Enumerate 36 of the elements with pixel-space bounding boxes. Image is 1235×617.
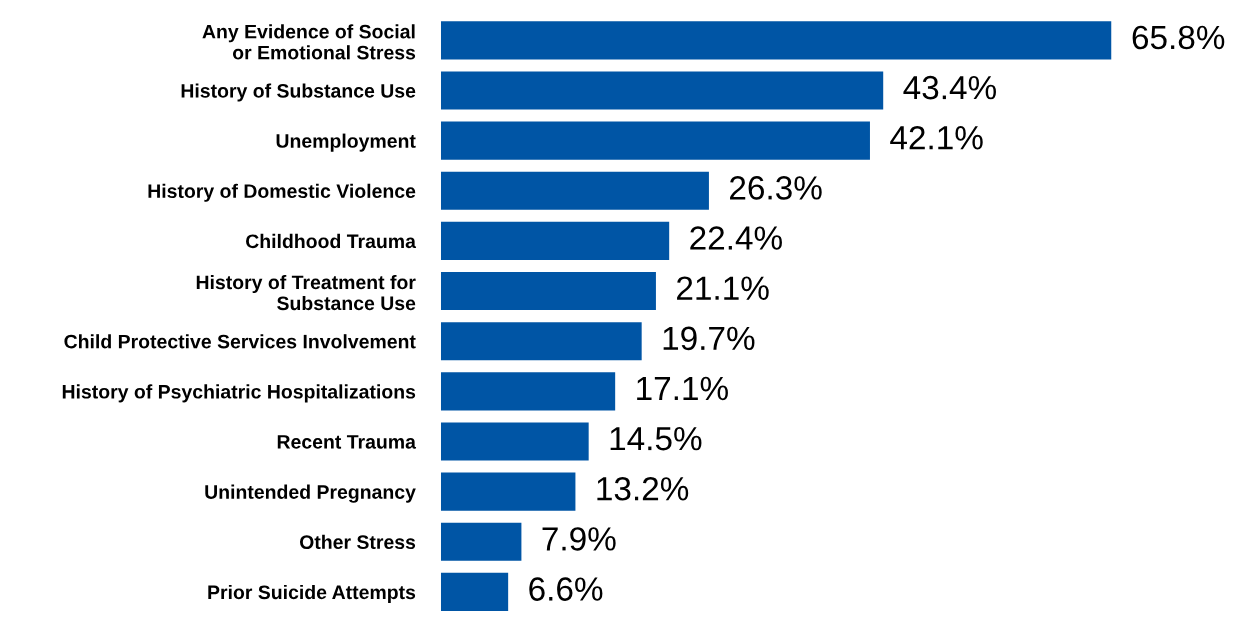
bar	[440, 171, 709, 210]
bar	[440, 121, 870, 160]
y-tick-label: Child Protective Services Involvement	[64, 334, 416, 349]
data-label: 19.7%	[663, 326, 755, 351]
data-label: 17.1%	[637, 376, 728, 401]
bar	[440, 372, 616, 411]
data-label: 22.4%	[690, 226, 782, 250]
y-tick-label: History of Domestic Violence	[148, 183, 416, 202]
bar	[440, 422, 589, 461]
y-tick-label: Childhood Trauma	[246, 233, 417, 249]
bar	[440, 472, 576, 511]
data-label: 13.2%	[597, 476, 689, 501]
y-tick-label: Prior Suicide Attempts	[208, 584, 416, 604]
data-label: 42.1%	[890, 125, 983, 150]
data-label: 14.5%	[610, 426, 702, 451]
y-tick-label: History of Treatment for Substance Use	[196, 274, 416, 311]
y-tick-label: Other Stress	[299, 534, 416, 550]
data-label: 7.9%	[542, 527, 616, 551]
y-tick-label: History of Substance Use	[181, 83, 416, 102]
bar	[440, 71, 884, 110]
data-label: 6.6%	[529, 577, 603, 601]
bar	[440, 221, 670, 260]
y-tick-label: Recent Trauma	[277, 435, 417, 449]
data-label: 43.4%	[903, 75, 996, 100]
y-tick-label: Unemployment	[276, 133, 416, 152]
bar	[440, 572, 509, 611]
bar	[440, 272, 656, 311]
bar	[440, 522, 522, 561]
data-label: 65.8%	[1132, 25, 1225, 50]
data-label: 26.3%	[730, 176, 822, 200]
data-label: 21.1%	[677, 276, 769, 300]
y-tick-label: History of Psychiatric Hospitalizations	[62, 384, 416, 403]
y-tick-label: Any Evidence of Social or Emotional Stress	[202, 24, 416, 60]
y-tick-label: Unintended Pregnancy	[205, 484, 416, 503]
bar	[440, 322, 642, 361]
bar	[440, 21, 1112, 60]
